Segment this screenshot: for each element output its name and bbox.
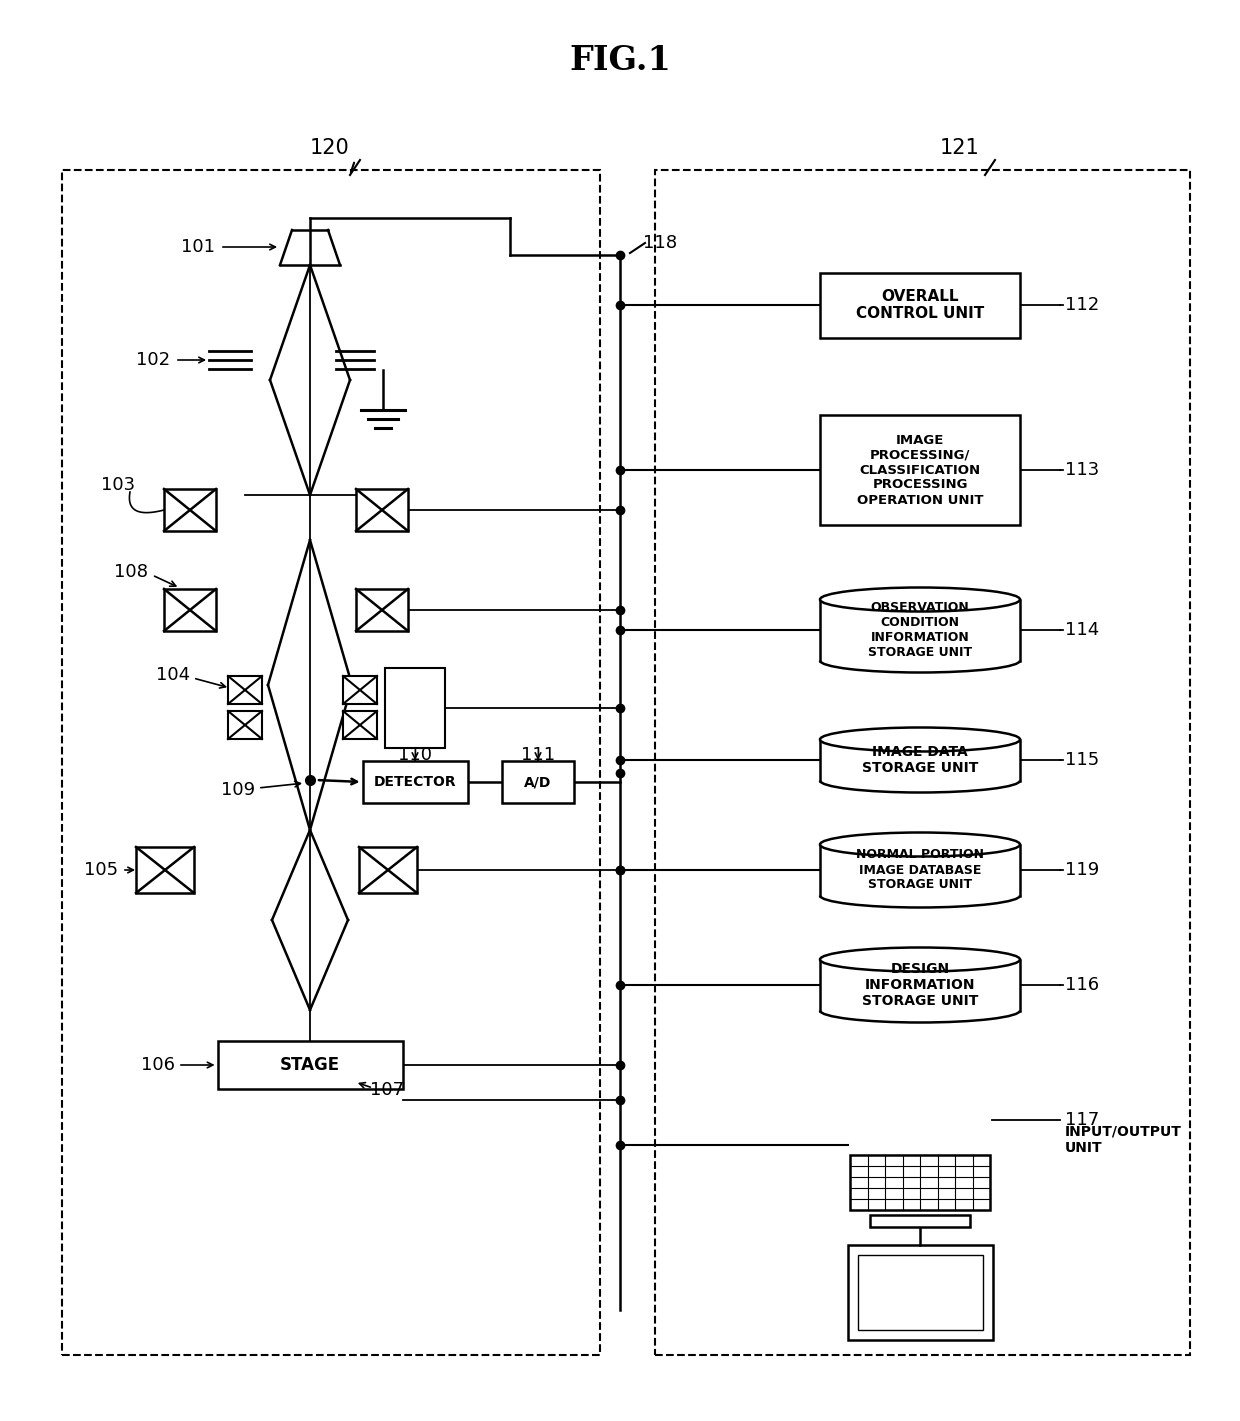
Bar — [356, 588, 408, 631]
Text: 118: 118 — [644, 234, 677, 252]
Text: 110: 110 — [398, 746, 432, 764]
Bar — [356, 489, 408, 531]
Text: 109: 109 — [221, 782, 255, 799]
Bar — [820, 739, 1021, 780]
Text: NORMAL PORTION
IMAGE DATABASE
STORAGE UNIT: NORMAL PORTION IMAGE DATABASE STORAGE UN… — [856, 848, 985, 891]
Bar — [343, 710, 377, 739]
Bar — [62, 171, 600, 1356]
Text: FIG.1: FIG.1 — [569, 44, 671, 77]
Bar — [820, 598, 1021, 661]
Ellipse shape — [820, 587, 1021, 611]
Text: 102: 102 — [136, 351, 170, 369]
Text: DESIGN
INFORMATION
STORAGE UNIT: DESIGN INFORMATION STORAGE UNIT — [862, 962, 978, 1009]
Bar — [164, 489, 216, 531]
Text: 117: 117 — [1065, 1111, 1099, 1130]
Ellipse shape — [820, 833, 1021, 857]
Bar — [655, 171, 1190, 1356]
Text: OVERALL
CONTROL UNIT: OVERALL CONTROL UNIT — [856, 288, 985, 321]
Bar — [502, 762, 574, 803]
Ellipse shape — [820, 728, 1021, 752]
Text: 112: 112 — [1065, 296, 1099, 314]
Bar — [343, 676, 377, 703]
Bar — [820, 273, 1021, 338]
Text: 121: 121 — [940, 138, 980, 158]
Bar — [847, 1245, 992, 1340]
Text: 101: 101 — [181, 237, 215, 256]
Bar — [228, 710, 262, 739]
Text: 108: 108 — [114, 563, 148, 581]
Bar — [849, 1155, 990, 1211]
Text: 105: 105 — [84, 861, 118, 880]
Bar — [858, 1255, 982, 1330]
Ellipse shape — [820, 948, 1021, 972]
Text: 116: 116 — [1065, 976, 1099, 995]
Bar — [384, 668, 445, 747]
Bar — [164, 588, 216, 631]
Text: IMAGE
PROCESSING/
CLASSIFICATION
PROCESSING
OPERATION UNIT: IMAGE PROCESSING/ CLASSIFICATION PROCESS… — [857, 433, 983, 506]
Text: IMAGE DATA
STORAGE UNIT: IMAGE DATA STORAGE UNIT — [862, 745, 978, 774]
Text: 103: 103 — [100, 476, 135, 495]
Text: DETECTOR: DETECTOR — [373, 774, 456, 789]
Bar — [136, 847, 193, 892]
Text: OBSERVATION
CONDITION
INFORMATION
STORAGE UNIT: OBSERVATION CONDITION INFORMATION STORAG… — [868, 601, 972, 659]
Text: INPUT/OUTPUT
UNIT: INPUT/OUTPUT UNIT — [1065, 1125, 1182, 1155]
Text: 106: 106 — [141, 1056, 175, 1074]
Text: 114: 114 — [1065, 621, 1099, 639]
Bar — [820, 959, 1021, 1010]
Bar — [820, 415, 1021, 524]
Bar — [362, 762, 467, 803]
Bar — [228, 676, 262, 703]
Text: 113: 113 — [1065, 460, 1099, 479]
Text: 115: 115 — [1065, 752, 1099, 769]
Text: 111: 111 — [521, 746, 556, 764]
Text: 107: 107 — [370, 1081, 404, 1098]
Bar — [820, 844, 1021, 895]
Bar — [217, 1042, 403, 1088]
Bar — [870, 1215, 970, 1226]
Text: 119: 119 — [1065, 861, 1099, 880]
Text: 104: 104 — [156, 666, 190, 684]
Bar — [360, 847, 417, 892]
Text: A/D: A/D — [525, 774, 552, 789]
Text: 120: 120 — [310, 138, 350, 158]
Text: STAGE: STAGE — [280, 1056, 340, 1074]
